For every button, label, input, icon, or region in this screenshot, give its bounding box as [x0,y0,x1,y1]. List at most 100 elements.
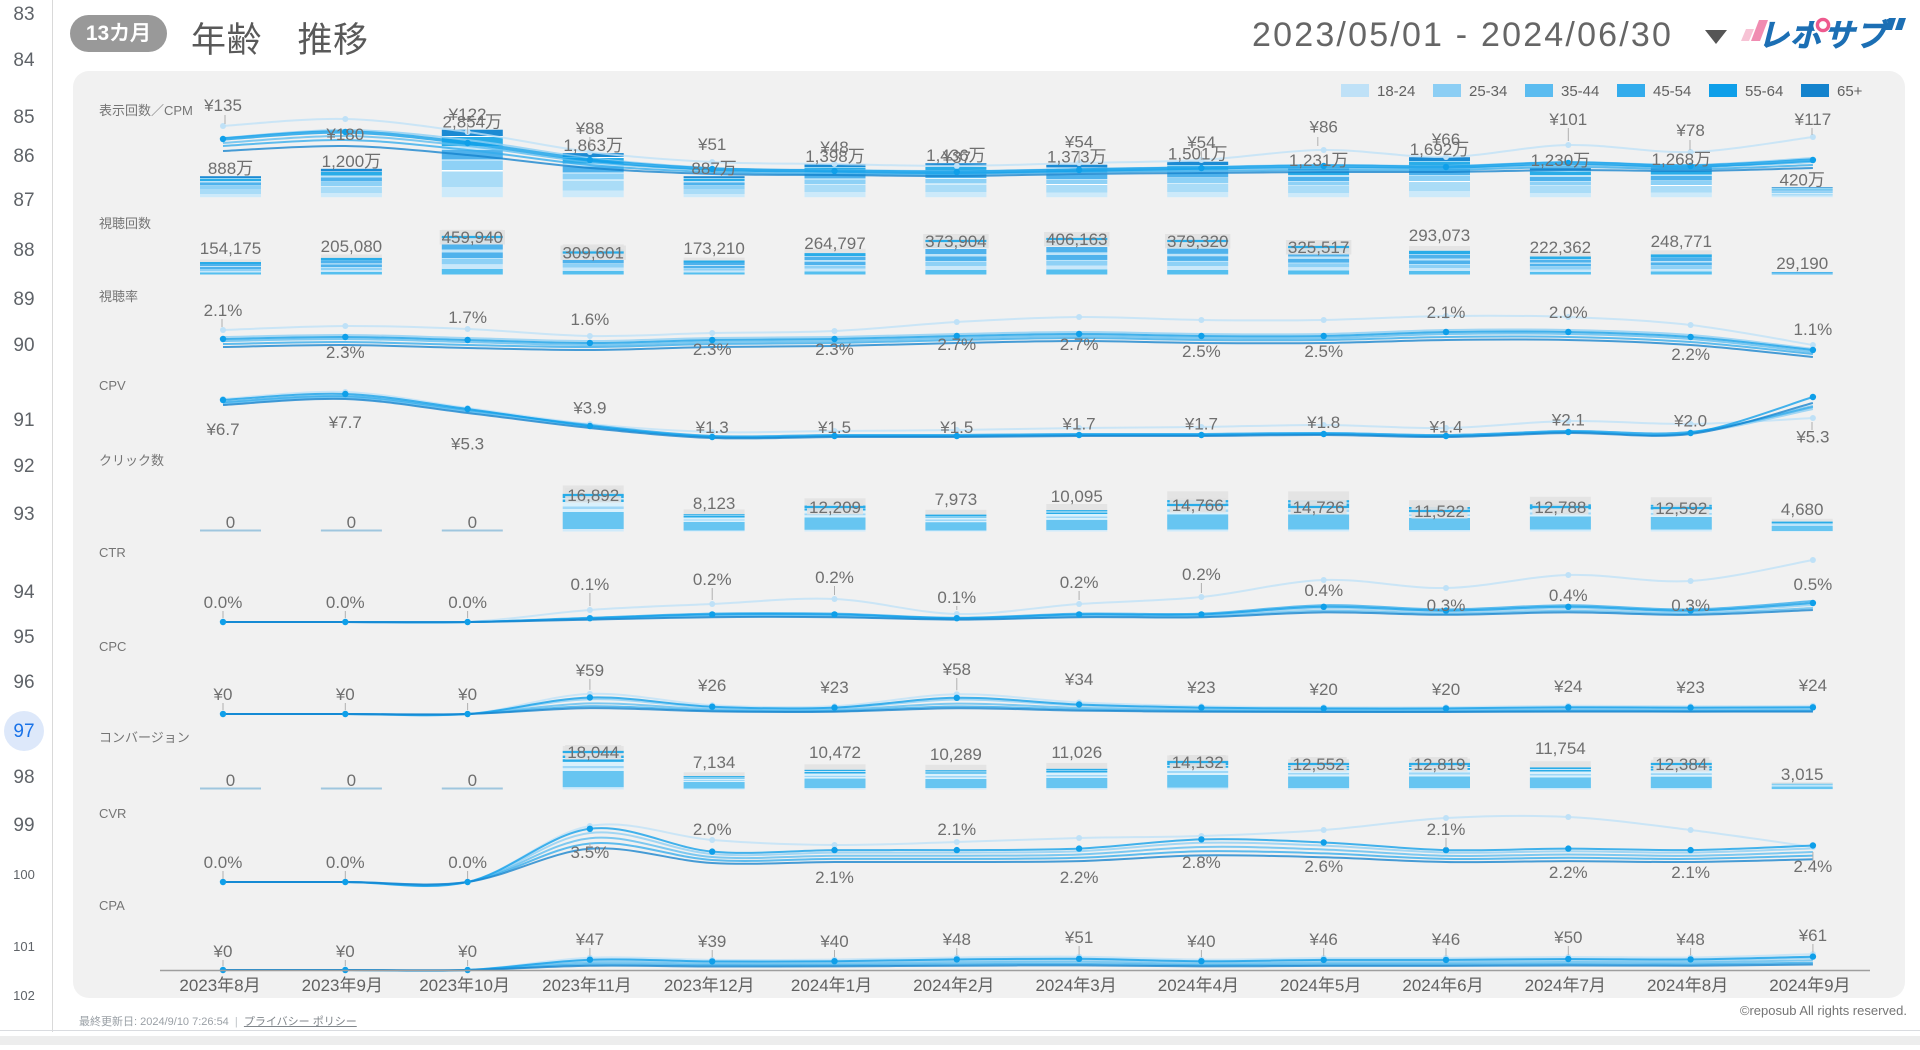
svg-text:12,819: 12,819 [1414,755,1466,774]
svg-text:2023年12月: 2023年12月 [664,976,755,995]
svg-text:¥88: ¥88 [575,119,604,138]
svg-text:CPV: CPV [99,378,126,393]
svg-text:0.2%: 0.2% [693,570,732,589]
svg-text:2024年7月: 2024年7月 [1525,976,1606,995]
svg-text:2.1%: 2.1% [937,820,976,839]
svg-text:CPC: CPC [99,639,126,654]
svg-text:0.4%: 0.4% [1304,581,1343,600]
svg-text:1,501万: 1,501万 [1168,145,1228,164]
svg-text:¥46: ¥46 [1431,930,1460,949]
svg-text:887万: 887万 [691,159,736,178]
svg-text:¥1.3: ¥1.3 [695,418,729,437]
svg-text:45-54: 45-54 [1653,83,1691,100]
svg-text:309,601: 309,601 [562,244,623,263]
svg-text:459,940: 459,940 [442,228,503,247]
svg-text:2.6%: 2.6% [1304,857,1343,876]
svg-text:205,080: 205,080 [321,237,382,256]
svg-text:1.1%: 1.1% [1794,320,1833,339]
svg-text:¥0: ¥0 [457,685,477,704]
svg-text:0.2%: 0.2% [815,568,854,587]
svg-text:0: 0 [347,771,356,790]
svg-text:0.0%: 0.0% [326,593,365,612]
svg-text:2.0%: 2.0% [1549,303,1588,322]
svg-text:2024年1月: 2024年1月 [791,976,872,995]
svg-text:¥23: ¥23 [1675,678,1704,697]
svg-text:2.0%: 2.0% [693,820,732,839]
svg-text:クリック数: クリック数 [99,453,164,468]
svg-text:¥23: ¥23 [1186,678,1215,697]
svg-text:¥1.5: ¥1.5 [817,418,851,437]
svg-text:¥1.5: ¥1.5 [939,418,973,437]
svg-text:1,863万: 1,863万 [563,136,623,155]
svg-text:¥59: ¥59 [575,661,604,680]
svg-text:1.6%: 1.6% [571,310,610,329]
svg-text:2023年11月: 2023年11月 [542,976,631,995]
svg-text:12,592: 12,592 [1655,499,1707,518]
svg-text:¥0: ¥0 [335,942,355,961]
svg-text:2.1%: 2.1% [204,301,243,320]
svg-text:12,552: 12,552 [1293,755,1345,774]
svg-text:11,754: 11,754 [1535,739,1586,758]
svg-text:293,073: 293,073 [1409,226,1470,245]
svg-text:2024年3月: 2024年3月 [1035,976,1116,995]
svg-text:2.7%: 2.7% [1060,335,1099,354]
svg-text:¥0: ¥0 [457,942,477,961]
svg-text:¥7.7: ¥7.7 [328,413,362,432]
svg-text:2023年10月: 2023年10月 [419,976,510,995]
svg-text:264,797: 264,797 [804,234,865,253]
svg-text:2024年8月: 2024年8月 [1647,976,1728,995]
svg-text:2024年9月: 2024年9月 [1769,976,1850,995]
svg-text:コンバージョン: コンバージョン [99,730,190,745]
svg-text:420万: 420万 [1780,170,1825,189]
svg-text:¥1.8: ¥1.8 [1306,413,1340,432]
svg-text:0.0%: 0.0% [326,853,365,872]
svg-text:1,268万: 1,268万 [1652,150,1712,169]
svg-text:3,015: 3,015 [1781,765,1824,784]
svg-text:12,384: 12,384 [1655,755,1707,774]
svg-text:¥61: ¥61 [1798,926,1827,945]
svg-text:11,522: 11,522 [1414,502,1465,521]
svg-text:0.0%: 0.0% [204,853,243,872]
svg-text:¥48: ¥48 [1675,930,1704,949]
svg-text:0.5%: 0.5% [1794,575,1833,594]
svg-text:1.7%: 1.7% [448,308,487,327]
svg-text:¥20: ¥20 [1309,680,1338,699]
svg-text:2024年4月: 2024年4月 [1158,976,1239,995]
svg-text:¥1.4: ¥1.4 [1428,417,1462,436]
svg-text:¥5.3: ¥5.3 [1795,428,1829,447]
svg-text:2.8%: 2.8% [1182,853,1221,872]
svg-text:2.5%: 2.5% [1304,342,1343,361]
svg-text:2023年9月: 2023年9月 [302,976,383,995]
svg-text:CVR: CVR [99,806,126,821]
svg-text:¥54: ¥54 [1064,133,1093,152]
svg-text:55-64: 55-64 [1745,83,1783,100]
svg-text:¥34: ¥34 [1064,670,1093,689]
svg-text:¥48: ¥48 [942,930,971,949]
svg-text:0.0%: 0.0% [448,853,487,872]
svg-text:表示回数／CPM: 表示回数／CPM [99,103,193,118]
svg-text:888万: 888万 [208,159,253,178]
svg-text:0: 0 [468,771,477,790]
svg-text:2024年2月: 2024年2月 [913,976,994,995]
svg-text:視聴回数: 視聴回数 [99,216,151,231]
svg-text:1,398万: 1,398万 [805,147,865,166]
svg-text:2.3%: 2.3% [326,343,365,362]
svg-text:2.2%: 2.2% [1671,345,1710,364]
svg-text:¥117: ¥117 [1794,110,1832,129]
svg-text:0: 0 [226,513,235,532]
svg-text:1,200万: 1,200万 [322,152,382,171]
svg-text:7,134: 7,134 [693,753,736,772]
svg-text:¥54: ¥54 [1186,133,1215,152]
svg-text:29,190: 29,190 [1776,254,1828,273]
svg-text:7,973: 7,973 [935,490,978,509]
svg-text:0.2%: 0.2% [1060,573,1099,592]
svg-text:CPA: CPA [99,898,125,913]
svg-text:視聴率: 視聴率 [99,289,138,304]
svg-text:2.4%: 2.4% [1794,857,1833,876]
svg-text:¥2.0: ¥2.0 [1673,411,1707,430]
svg-text:¥122: ¥122 [448,105,487,124]
svg-text:2.5%: 2.5% [1182,342,1221,361]
svg-text:¥78: ¥78 [1675,121,1704,140]
svg-text:¥180: ¥180 [325,125,364,144]
svg-text:¥40: ¥40 [1186,932,1215,951]
